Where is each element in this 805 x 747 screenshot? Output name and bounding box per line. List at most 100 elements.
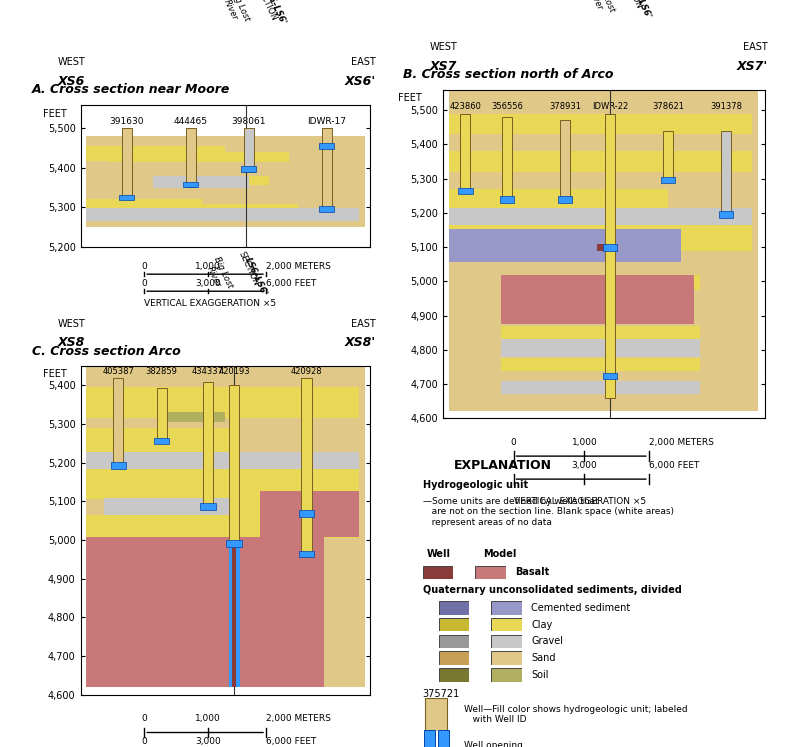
- Bar: [320, 206, 334, 212]
- Text: Cemented sediment: Cemented sediment: [531, 603, 630, 613]
- Text: 1,000: 1,000: [195, 714, 221, 723]
- Text: LS6–LS6': LS6–LS6': [262, 0, 287, 26]
- Text: Soil: Soil: [531, 670, 549, 680]
- Bar: [86, 452, 359, 468]
- Bar: [104, 498, 231, 515]
- Text: XS8': XS8': [345, 336, 376, 350]
- Bar: [501, 275, 694, 324]
- Bar: [110, 462, 126, 468]
- Text: FEET: FEET: [43, 109, 67, 119]
- Text: Clay: Clay: [531, 620, 552, 630]
- Text: 2,000 METERS: 2,000 METERS: [649, 438, 714, 447]
- Text: LS6–LS6': LS6–LS6': [243, 255, 269, 297]
- Text: XS6': XS6': [345, 75, 376, 87]
- Text: Well opening: Well opening: [464, 742, 523, 747]
- Bar: [233, 536, 236, 687]
- Text: WEST: WEST: [57, 318, 85, 329]
- Text: Big Lost
River: Big Lost River: [220, 0, 251, 26]
- Text: EAST: EAST: [351, 57, 376, 66]
- Text: XS8: XS8: [57, 336, 85, 350]
- Text: 420928: 420928: [291, 367, 322, 376]
- Bar: [229, 536, 233, 687]
- Text: 6,000 FEET: 6,000 FEET: [266, 737, 316, 746]
- Bar: [299, 510, 314, 517]
- Text: 3,000: 3,000: [195, 279, 221, 288]
- Bar: [122, 128, 132, 199]
- Bar: [167, 412, 225, 422]
- Bar: [86, 387, 359, 418]
- Bar: [154, 438, 169, 444]
- Text: SECTION: SECTION: [620, 0, 643, 10]
- Bar: [449, 225, 752, 250]
- Bar: [299, 551, 314, 557]
- Bar: [501, 326, 700, 341]
- Text: Basalt: Basalt: [515, 568, 550, 577]
- Text: 405387: 405387: [102, 367, 134, 376]
- Bar: [501, 339, 700, 357]
- Bar: [320, 143, 334, 149]
- Text: 3,000: 3,000: [572, 461, 597, 470]
- Text: 3,000: 3,000: [195, 737, 221, 746]
- Bar: [226, 540, 241, 547]
- Text: IDWR-17: IDWR-17: [308, 117, 346, 126]
- Bar: [560, 120, 570, 202]
- Text: 2,000 METERS: 2,000 METERS: [266, 714, 331, 723]
- Bar: [167, 176, 269, 185]
- Text: XS7: XS7: [430, 60, 457, 73]
- Text: Big Lost
River: Big Lost River: [202, 255, 234, 294]
- Text: Quaternary unconsolidated sediments, divided: Quaternary unconsolidated sediments, div…: [423, 585, 682, 595]
- Text: FEET: FEET: [398, 93, 422, 103]
- Bar: [449, 114, 752, 134]
- Bar: [185, 128, 196, 187]
- Text: LS6–LS6': LS6–LS6': [627, 0, 653, 21]
- Text: EAST: EAST: [743, 42, 768, 52]
- Bar: [153, 176, 249, 188]
- Text: 6,000 FEET: 6,000 FEET: [266, 279, 316, 288]
- Bar: [603, 374, 617, 379]
- Bar: [203, 382, 213, 509]
- Text: 6,000 FEET: 6,000 FEET: [649, 461, 700, 470]
- Text: Model: Model: [483, 548, 516, 559]
- Text: SECTION: SECTION: [254, 0, 278, 22]
- Bar: [173, 204, 298, 216]
- Text: 0: 0: [142, 714, 147, 723]
- Bar: [501, 275, 700, 290]
- Bar: [220, 495, 359, 518]
- Bar: [241, 166, 256, 173]
- Bar: [236, 536, 240, 687]
- Bar: [501, 381, 700, 394]
- Bar: [86, 537, 324, 687]
- Bar: [458, 188, 473, 194]
- Bar: [86, 136, 365, 227]
- Bar: [449, 189, 668, 209]
- Text: —Some units are defined by wells that
   are not on the section line. Blank spac: —Some units are defined by wells that ar…: [423, 497, 674, 527]
- Bar: [109, 152, 289, 162]
- Bar: [500, 196, 514, 203]
- Bar: [605, 114, 615, 398]
- Bar: [449, 208, 752, 225]
- Bar: [661, 177, 675, 183]
- Text: WEST: WEST: [430, 42, 457, 52]
- Bar: [721, 131, 731, 217]
- Bar: [663, 131, 673, 182]
- Bar: [119, 195, 134, 200]
- Text: Big Lost
River: Big Lost River: [584, 0, 616, 17]
- Text: VERTICAL EXAGGERATION ×5: VERTICAL EXAGGERATION ×5: [144, 299, 276, 308]
- Bar: [438, 730, 448, 747]
- Bar: [424, 730, 435, 747]
- Bar: [449, 152, 752, 172]
- Bar: [183, 182, 198, 187]
- Bar: [260, 491, 359, 537]
- Bar: [86, 468, 359, 500]
- Bar: [200, 503, 216, 510]
- Text: 0: 0: [142, 262, 147, 271]
- Text: EAST: EAST: [351, 318, 376, 329]
- Bar: [558, 196, 572, 203]
- Text: IDWR-22: IDWR-22: [592, 102, 629, 111]
- Text: Well: Well: [427, 548, 451, 559]
- Text: 0: 0: [510, 438, 517, 447]
- Text: XS6: XS6: [57, 75, 85, 87]
- Text: C. Cross section Arco: C. Cross section Arco: [32, 345, 181, 358]
- Bar: [229, 385, 239, 546]
- Text: 0: 0: [142, 737, 147, 746]
